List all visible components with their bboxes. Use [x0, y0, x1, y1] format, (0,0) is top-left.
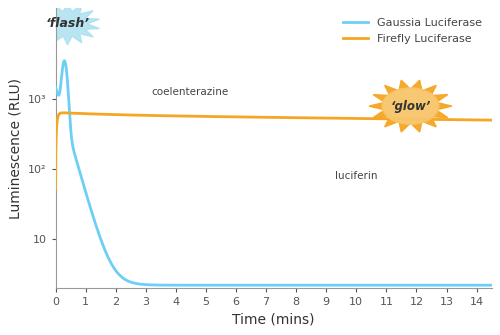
Text: ‘flash’: ‘flash’ — [46, 17, 90, 30]
Polygon shape — [373, 111, 388, 118]
Polygon shape — [400, 80, 409, 89]
Polygon shape — [434, 94, 448, 101]
Polygon shape — [424, 85, 436, 94]
Polygon shape — [434, 111, 448, 118]
Polygon shape — [412, 123, 422, 132]
Text: luciferin: luciferin — [334, 171, 377, 181]
Y-axis label: Luminescence (RLU): Luminescence (RLU) — [8, 78, 22, 219]
Polygon shape — [373, 94, 388, 101]
Circle shape — [382, 88, 439, 124]
Polygon shape — [412, 80, 422, 89]
Polygon shape — [438, 103, 452, 109]
X-axis label: Time (mins): Time (mins) — [232, 313, 315, 327]
Polygon shape — [424, 118, 436, 127]
Polygon shape — [384, 118, 397, 127]
Polygon shape — [400, 123, 409, 132]
Text: ‘glow’: ‘glow’ — [390, 99, 430, 113]
Text: coelenterazine: coelenterazine — [152, 87, 228, 97]
Polygon shape — [384, 85, 397, 94]
Polygon shape — [369, 103, 382, 109]
Polygon shape — [36, 3, 100, 45]
Legend: Gaussia Luciferase, Firefly Luciferase: Gaussia Luciferase, Firefly Luciferase — [339, 14, 486, 48]
